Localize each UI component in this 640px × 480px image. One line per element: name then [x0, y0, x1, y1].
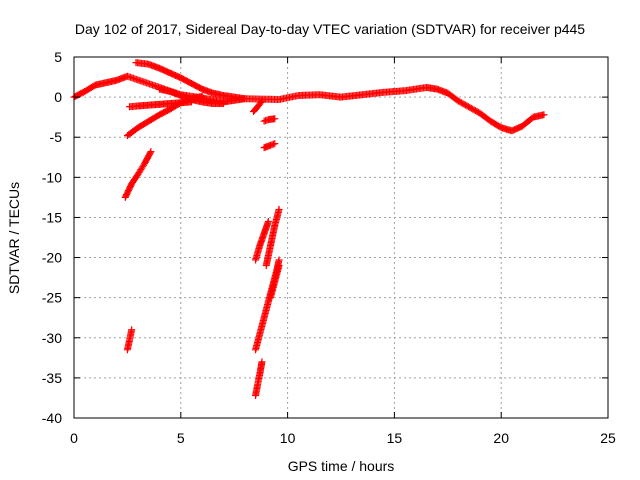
y-tick-label: -25	[42, 290, 62, 306]
y-tick-label: -15	[42, 209, 62, 225]
grid-lines	[74, 57, 608, 418]
series-deep-dip-e	[252, 358, 266, 400]
series-deep-dip-a	[252, 217, 272, 264]
axis-ticks	[73, 56, 609, 419]
y-tick-label: -20	[42, 250, 62, 266]
series-near-zero-blip-a	[249, 97, 266, 116]
y-tick-label: 5	[54, 49, 62, 65]
marker-trace	[260, 140, 279, 152]
marker-trace	[267, 262, 283, 302]
marker-trace	[260, 115, 279, 125]
y-tick-label: -30	[42, 330, 62, 346]
series-upper-arc	[132, 59, 249, 103]
y-tick-label: -40	[42, 410, 62, 426]
x-tick-label: 25	[600, 430, 616, 446]
x-tick-label: 5	[177, 430, 185, 446]
x-tick-label: 15	[387, 430, 403, 446]
marker-trace	[252, 358, 266, 400]
x-tick-label: 0	[70, 430, 78, 446]
marker-trace	[249, 97, 266, 116]
x-tick-labels: 0 5 10 15 20 25	[70, 430, 616, 446]
series-near-zero-blip-c	[260, 140, 279, 152]
y-tick-label: -5	[50, 129, 63, 145]
chart-title: Day 102 of 2017, Sidereal Day-to-day VTE…	[75, 21, 585, 37]
series-dip-segment-a	[121, 148, 155, 201]
marker-trace	[121, 148, 155, 201]
y-tick-labels: 5 0 -5 -10 -15 -20 -25 -30 -35 -40	[42, 49, 62, 426]
marker-trace	[123, 92, 206, 140]
marker-trace	[252, 217, 272, 264]
series-rising-segment	[123, 92, 206, 140]
y-axis-label: SDTVAR / TECUs	[6, 182, 22, 294]
series-near-zero-blip-b	[260, 115, 279, 125]
series-deep-dip-d	[267, 262, 283, 302]
series-dip-segment-b	[123, 326, 136, 354]
series-deep-dip-b	[262, 205, 283, 270]
x-tick-label: 20	[493, 430, 509, 446]
marker-trace	[123, 326, 136, 354]
y-tick-label: -10	[42, 169, 62, 185]
y-tick-label: 0	[54, 89, 62, 105]
marker-trace	[132, 59, 249, 103]
y-tick-label: -35	[42, 370, 62, 386]
data-markers	[70, 59, 548, 400]
x-tick-label: 10	[280, 430, 296, 446]
x-axis-label: GPS time / hours	[288, 458, 395, 474]
marker-trace	[262, 205, 283, 270]
plot-frame	[73, 56, 609, 419]
